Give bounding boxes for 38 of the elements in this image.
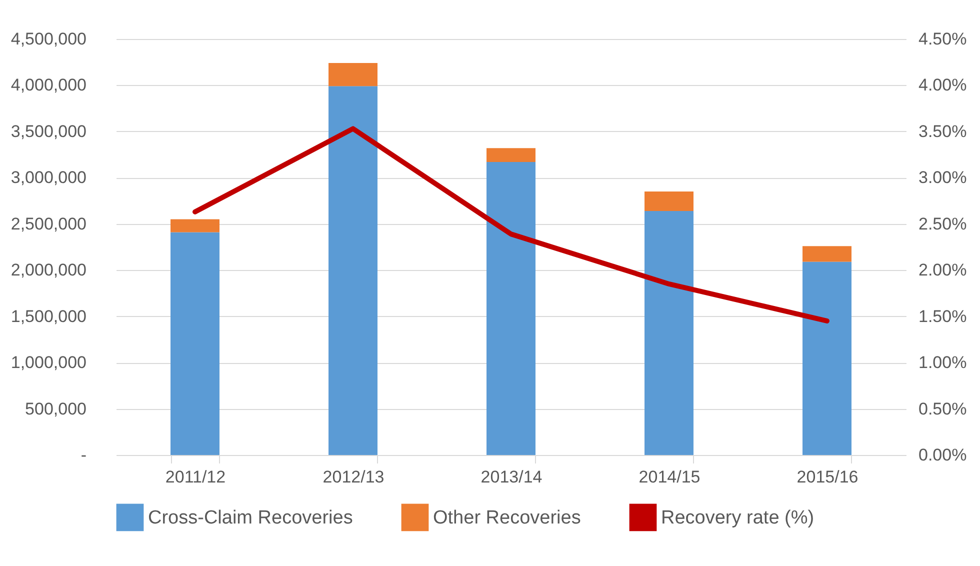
y-tick-label: 2,000,000: [10, 260, 86, 280]
y2-tick-label: 3.00%: [918, 168, 967, 188]
y-tick-label: 2,500,000: [10, 214, 86, 234]
y2-tick-label: 4.50%: [918, 30, 967, 48]
bar: [170, 232, 220, 455]
y2-tick-label: 1.00%: [918, 353, 967, 372]
y-tick-label: -: [80, 446, 86, 464]
bar: [644, 192, 694, 211]
bar: [486, 162, 536, 455]
bar: [328, 86, 378, 455]
legend-label: Other Recoveries: [433, 507, 581, 528]
y-tick-label: 1,500,000: [10, 306, 86, 326]
bar: [328, 63, 378, 86]
y2-tick-label: 2.00%: [918, 260, 967, 280]
y2-tick-label: 2.50%: [918, 214, 967, 234]
bar: [644, 210, 694, 455]
x-tick-label: 2012/13: [322, 468, 384, 486]
y2-tick-label: 1.50%: [918, 306, 967, 326]
legend-label: Recovery rate (%): [661, 507, 814, 528]
y2-tick-label: 0.00%: [918, 446, 967, 464]
y2-tick-label: 3.50%: [918, 122, 967, 141]
y-tick-label: 3,000,000: [10, 168, 86, 188]
y-tick-label: 500,000: [25, 399, 86, 418]
x-tick-label: 2015/16: [796, 468, 858, 486]
y-tick-label: 4,000,000: [10, 76, 86, 95]
bar: [802, 246, 852, 262]
bar: [802, 262, 852, 455]
y2-tick-label: 0.50%: [918, 399, 967, 418]
bar: [486, 148, 536, 162]
x-tick-label: 2014/15: [638, 468, 700, 486]
y2-tick-label: 4.00%: [918, 76, 967, 95]
x-tick-label: 2011/12: [165, 468, 226, 486]
bar: [170, 219, 220, 232]
x-tick-label: 2013/14: [480, 468, 542, 486]
legend-label: Cross-Claim Recoveries: [148, 507, 353, 528]
y-tick-label: 4,500,000: [10, 30, 86, 48]
y-tick-label: 1,000,000: [10, 353, 86, 372]
y-tick-label: 3,500,000: [10, 122, 86, 141]
